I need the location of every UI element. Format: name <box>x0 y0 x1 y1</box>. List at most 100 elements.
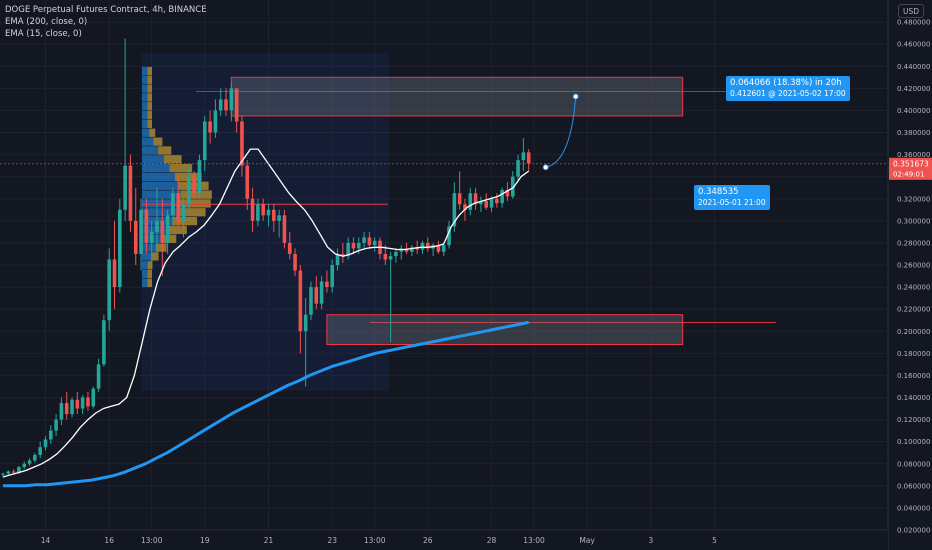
candle-body <box>330 265 335 288</box>
candle-body <box>256 204 260 221</box>
time-tick-label: May <box>579 536 595 545</box>
candle-body <box>526 152 531 164</box>
zone-rect <box>230 76 684 117</box>
volume-profile-down <box>180 190 212 199</box>
candle-body <box>415 247 419 250</box>
volume-profile-down <box>158 146 172 155</box>
currency-selector[interactable]: USD <box>898 4 924 18</box>
ema15-legend[interactable]: EMA (15, close, 0) <box>5 29 82 39</box>
candle-body <box>240 121 244 166</box>
candle-body <box>394 251 398 257</box>
candle-body <box>298 270 303 332</box>
volume-profile-down <box>147 75 152 84</box>
candle-body <box>208 121 212 133</box>
candle-body <box>224 99 228 111</box>
time-tick-label: 16 <box>104 536 114 545</box>
time-tick-label: 13:00 <box>364 536 386 545</box>
measure-start-price: 0.348535 <box>698 187 739 197</box>
candle-body <box>521 152 526 161</box>
countdown-label: 02:49:01 <box>893 170 924 178</box>
candle-body <box>335 253 340 265</box>
price-tick-label: 0.220000 <box>897 306 930 314</box>
supply-demand-zones <box>230 76 684 345</box>
candle-body <box>155 220 159 232</box>
volume-profile-down <box>147 102 152 111</box>
price-tick-label: 0.400000 <box>897 107 930 115</box>
price-tick-label: 0.100000 <box>897 438 930 446</box>
symbol-title[interactable]: DOGE Perpetual Futures Contract, 4h, BIN… <box>5 5 207 15</box>
volume-profile-up <box>142 163 170 173</box>
volume-profile-up <box>142 225 167 235</box>
candle-body <box>139 209 143 254</box>
candle-body <box>59 403 64 420</box>
candle-body <box>245 165 250 199</box>
price-tick-label: 0.440000 <box>897 63 930 71</box>
price-tick-label: 0.200000 <box>897 328 930 336</box>
candle-body <box>22 463 27 468</box>
candle-body <box>351 242 356 249</box>
price-tick-label: 0.320000 <box>897 195 930 203</box>
candle-body <box>410 247 414 252</box>
candle-body <box>250 198 255 221</box>
volume-profile-up <box>142 269 148 279</box>
measure-target: 0.412601 @ 2021-05-02 17:00 <box>730 89 846 98</box>
candle-body <box>287 242 292 254</box>
candle-body <box>133 220 138 254</box>
candle-body <box>441 245 446 252</box>
candle-body <box>261 204 265 216</box>
measure-change: 0.064066 (18.38%) in 20h <box>730 78 842 88</box>
measure-tool <box>542 93 579 171</box>
candle-body <box>86 397 90 407</box>
candle-body <box>171 193 175 216</box>
price-axis[interactable]: 0.480000 0.460000 0.440000 0.420000 0.400000… <box>887 0 932 550</box>
candle-body <box>510 176 515 197</box>
measure-start-box: 0.348535 2021-05-01 21:00 <box>694 185 770 210</box>
price-tick-label: 0.080000 <box>897 460 930 468</box>
volume-profile-down <box>176 208 206 217</box>
ema15-line <box>2 148 530 478</box>
candle-body <box>128 165 133 221</box>
time-axis[interactable]: 14 16 13:00 19 21 23 13:00 26 28 13:00 May 3 5 <box>0 529 888 550</box>
candle-body <box>463 204 467 210</box>
candle-body <box>447 226 451 246</box>
measure-start-point <box>542 164 549 171</box>
ema-lines <box>2 148 530 488</box>
volume-profile-up <box>142 119 148 129</box>
price-tick-label: 0.480000 <box>897 19 930 27</box>
candle-body <box>468 193 473 210</box>
candle-body <box>75 399 80 409</box>
candle-body <box>303 314 308 332</box>
price-tick-label: 0.460000 <box>897 41 930 49</box>
time-tick-label: 23 <box>327 536 337 545</box>
time-tick-label: 28 <box>487 536 497 545</box>
candle-body <box>123 165 127 210</box>
candle-body <box>484 200 489 208</box>
ema200-legend[interactable]: EMA (200, close, 0) <box>5 17 88 27</box>
volume-profile-down <box>166 225 187 235</box>
volume-profile-down <box>147 278 152 288</box>
volume-profile-down <box>147 66 152 76</box>
price-tick-label: 0.260000 <box>897 262 930 270</box>
candle-body <box>282 215 287 243</box>
volume-profile-up <box>142 110 148 120</box>
candle-body <box>165 215 170 243</box>
volume-profile-up <box>142 199 180 208</box>
time-tick-label: 13:00 <box>523 536 545 545</box>
price-tick-label: 0.280000 <box>897 239 930 247</box>
candle-body <box>192 176 196 194</box>
candle-body <box>197 160 202 194</box>
volume-profile-down <box>147 119 152 129</box>
price-tick-label: 0.040000 <box>897 504 930 512</box>
candle-body <box>149 231 154 243</box>
price-tick-label: 0.380000 <box>897 129 930 137</box>
measure-path <box>545 96 577 168</box>
candle-body <box>489 198 494 208</box>
candle-body <box>11 471 16 473</box>
candle-body <box>346 242 350 257</box>
time-tick-label: 3 <box>648 536 653 545</box>
volume-profile-down <box>169 163 193 173</box>
candle-body <box>266 209 271 216</box>
price-tick-label: 0.420000 <box>897 85 930 93</box>
volume-profile-up <box>142 252 152 261</box>
